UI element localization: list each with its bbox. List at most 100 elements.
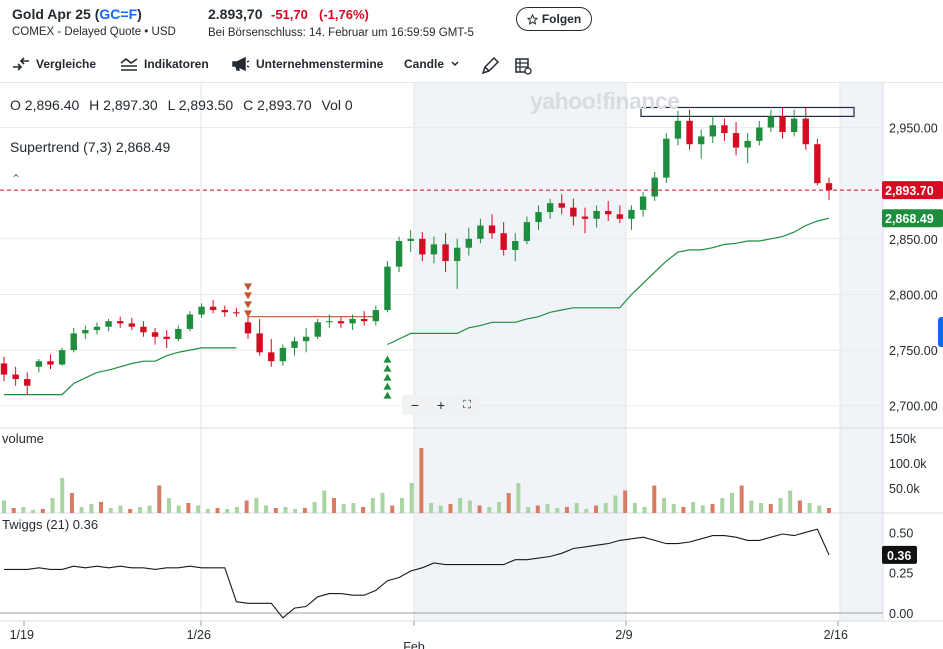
volume-bar — [31, 510, 36, 513]
volume-bar — [50, 498, 55, 513]
megaphone-icon — [232, 57, 250, 71]
follow-label: Folgen — [541, 12, 582, 26]
candle-body — [593, 210, 600, 219]
candle-body — [361, 318, 368, 322]
candle-body — [221, 310, 228, 313]
follow-button[interactable]: Folgen — [516, 7, 592, 31]
twiggs-tick-label: 0.50 — [889, 526, 913, 540]
candle-body — [70, 333, 77, 351]
fit-screen-button[interactable]: ⛶ — [463, 398, 471, 411]
y-tick-label: 2,850.00 — [889, 233, 938, 247]
events-button[interactable]: Unternehmenstermine — [232, 57, 383, 71]
candle-body — [523, 222, 531, 242]
candle-body — [558, 203, 565, 208]
volume-bar — [487, 507, 492, 513]
x-tick-label: 1/26 — [187, 628, 211, 642]
candle-body — [674, 120, 682, 139]
candle-body — [546, 203, 554, 213]
price-change: -51,70 — [271, 7, 308, 22]
candle-body — [663, 138, 670, 178]
twiggs-line — [4, 528, 830, 619]
zoom-in-button[interactable]: + — [436, 397, 446, 413]
volume-bar — [594, 505, 599, 513]
volume-bar — [477, 505, 482, 513]
open-value: O 2,896.40 — [10, 97, 80, 113]
volume-bar — [632, 503, 637, 513]
sell-signal-marker — [244, 301, 253, 309]
events-label: Unternehmenstermine — [256, 57, 384, 71]
zoom-out-button[interactable]: − — [410, 397, 420, 413]
star-icon — [526, 13, 538, 25]
price-chart[interactable]: 2,700.00 2,750.00 2,800.00 2,850.00 2,950.00… — [0, 83, 943, 649]
symbol-link[interactable]: GC=F — [99, 6, 138, 22]
twiggs-tick-label: 0.00 — [889, 607, 913, 621]
candle-body — [233, 312, 240, 314]
indicators-button[interactable]: Indikatoren — [120, 57, 209, 71]
indicators-label: Indikatoren — [144, 57, 209, 71]
volume-bar — [118, 505, 123, 513]
candle-body — [24, 379, 31, 386]
volume-bar — [361, 507, 366, 513]
y-tick-label: 2,950.00 — [889, 122, 938, 136]
candle-body — [651, 177, 658, 197]
zoom-controls: − + ⛶ — [402, 395, 480, 415]
volume-bar — [467, 500, 472, 513]
volume-bar — [21, 507, 26, 513]
y-tick-label: 2,800.00 — [889, 288, 938, 302]
chart-type-dropdown[interactable]: Candle — [404, 57, 460, 71]
volume-legend[interactable]: volume — [2, 431, 44, 446]
volume-value: Vol 0 — [321, 97, 353, 113]
volume-bar — [147, 505, 152, 513]
settings-button[interactable] — [513, 56, 533, 76]
compare-button[interactable]: Vergleiche — [12, 57, 96, 71]
collapse-legend-icon[interactable]: ⌃ — [11, 172, 22, 186]
volume-bar — [535, 505, 540, 513]
instrument-name-end: ) — [137, 6, 142, 22]
volume-bar — [196, 505, 201, 513]
x-tick-label: 1/19 — [10, 628, 34, 642]
chart-toolbar: Vergleiche Indikatoren Unternehmenstermi… — [0, 52, 943, 80]
buy-signal-marker — [383, 364, 392, 372]
toolbar-divider — [0, 82, 943, 83]
volume-bar — [283, 507, 288, 513]
volume-bar — [89, 504, 94, 513]
candle-body — [477, 225, 484, 239]
candle-body — [767, 116, 775, 128]
chevron-down-icon — [451, 61, 459, 67]
volume-bar — [128, 509, 133, 513]
candle-body — [128, 323, 136, 327]
volume-bar — [302, 508, 307, 513]
candle-body — [268, 352, 275, 362]
twiggs-legend[interactable]: Twiggs (21) 0.36 — [2, 517, 99, 532]
candle-body — [82, 330, 89, 334]
volume-bar — [215, 508, 220, 513]
candle-body — [732, 133, 740, 148]
volume-bar — [564, 507, 569, 513]
candle-body — [512, 241, 519, 250]
candle-body — [349, 318, 356, 324]
volume-bar — [681, 507, 686, 513]
quote-subtitle: COMEX - Delayed Quote • USD — [12, 26, 176, 38]
volume-bar — [176, 505, 181, 513]
volume-bar — [662, 498, 666, 513]
price-change-percent: (-1,76%) — [319, 7, 369, 22]
volume-bar — [157, 485, 162, 513]
volume-bar — [11, 508, 16, 513]
volume-bar — [623, 490, 628, 513]
candle-body — [58, 350, 66, 365]
volume-bar — [322, 490, 327, 513]
buy-signal-marker — [383, 355, 392, 363]
supertrend-legend[interactable]: Supertrend (7,3) 2,868.49 — [10, 139, 171, 155]
scroll-handle[interactable] — [938, 317, 943, 347]
volume-bar — [40, 509, 45, 513]
twiggs-badge: 0.36 — [887, 549, 911, 563]
volume-bar — [700, 505, 705, 513]
candle-body — [465, 238, 472, 248]
volume-bar — [399, 498, 404, 513]
volume-bar — [729, 493, 734, 513]
volume-bar — [739, 485, 744, 513]
candle-body — [605, 210, 612, 215]
draw-button[interactable] — [480, 56, 500, 76]
candle-body — [825, 183, 833, 191]
candle-body — [697, 136, 705, 145]
